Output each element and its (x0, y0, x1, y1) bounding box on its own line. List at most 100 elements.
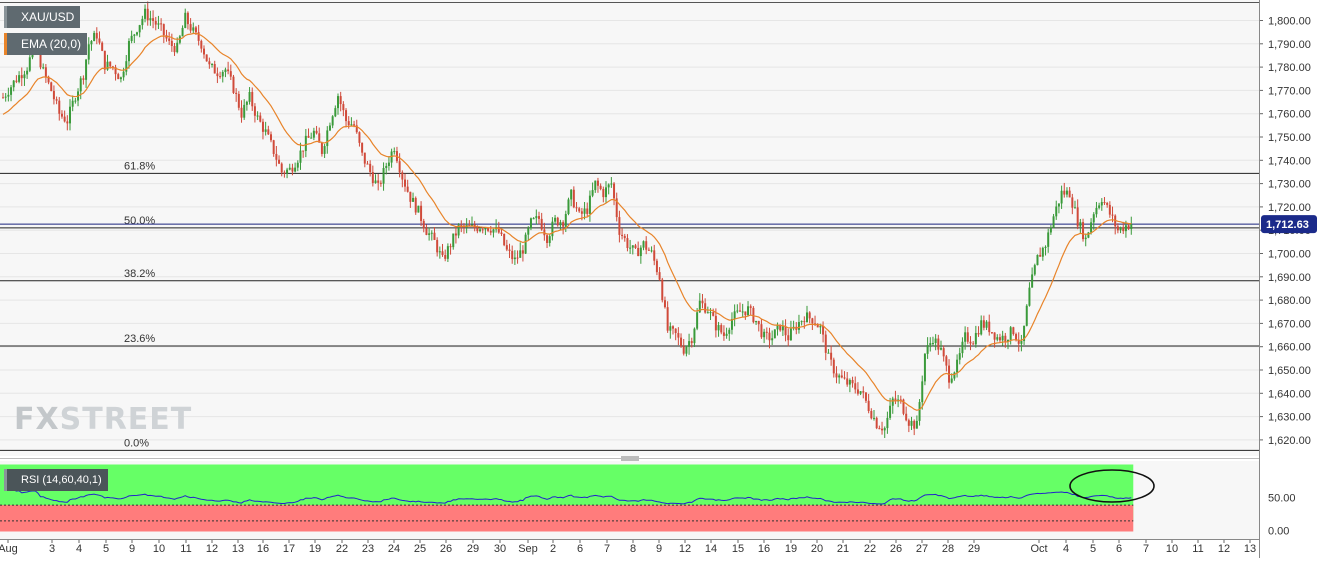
candle-body (479, 229, 482, 232)
candle-body (741, 311, 744, 313)
candle-body (757, 320, 760, 325)
candle-body (618, 217, 621, 235)
candle-body (637, 247, 640, 257)
candle-body (688, 341, 691, 347)
candle-body (176, 42, 179, 53)
candle-body (350, 124, 353, 126)
candle-body (864, 392, 867, 401)
candle-body (661, 279, 664, 301)
candle-body (227, 69, 230, 72)
candle-body (251, 92, 254, 107)
candle-body (1025, 305, 1028, 326)
candle-body (875, 417, 878, 429)
candle-body (1108, 204, 1111, 215)
price-tick-label: 1,640.00 (1268, 388, 1311, 400)
candle-body (240, 107, 243, 118)
price-tick-label: 1,760.00 (1268, 109, 1311, 121)
candle-body (629, 247, 632, 249)
candle-body (613, 183, 616, 199)
candle-body (50, 82, 53, 91)
ema-line (2, 32, 1132, 411)
candle-body (248, 92, 251, 102)
candle-body (690, 341, 693, 344)
candle-body (294, 167, 297, 172)
candle-body (28, 57, 31, 71)
time-tick-label: 19 (785, 543, 797, 555)
candle-body (811, 318, 814, 324)
candle-body (286, 169, 289, 174)
candle-body (127, 41, 130, 62)
ema-legend[interactable]: EMA (20,0) (4, 33, 88, 55)
candle-body (20, 75, 23, 79)
time-tick-label: 13 (1244, 543, 1256, 555)
time-tick-label: 16 (758, 543, 770, 555)
last-price-label: 1,712.63 (1266, 219, 1309, 231)
candle-body (540, 218, 543, 230)
candle-body (452, 233, 455, 248)
candle-body (564, 214, 567, 227)
candle-body (1074, 207, 1076, 209)
candle-body (280, 163, 283, 173)
candle-body (428, 233, 431, 235)
candle-body (934, 338, 937, 344)
rsi-line (5, 489, 1132, 505)
candle-body (704, 303, 707, 313)
candle-body (835, 373, 838, 378)
candle-body (546, 235, 549, 243)
last-price-badge (1261, 215, 1317, 234)
candle-body (578, 208, 581, 212)
candle-body (79, 78, 82, 92)
candle-body (747, 306, 750, 316)
candle-body (511, 250, 514, 260)
candle-body (130, 35, 133, 42)
candle-body (320, 142, 323, 154)
candle-body (406, 186, 409, 192)
candle-body (256, 115, 259, 117)
candle-body (709, 312, 712, 314)
candle-body (101, 42, 104, 51)
candle-body (663, 300, 666, 308)
candle-body (296, 162, 299, 168)
fib-level-label: 50.0% (124, 215, 155, 227)
candle-body (1090, 222, 1093, 233)
candle-body (144, 8, 147, 19)
price-tick-label: 1,700.00 (1268, 249, 1311, 261)
time-tick-label: 6 (577, 543, 583, 555)
time-tick-label: 28 (942, 543, 954, 555)
candle-body (119, 77, 122, 80)
fxstreet-watermark-logo: FXSTREET (14, 402, 193, 437)
rsi-label: RSI (14,60,40,1) (21, 474, 102, 486)
candle-body (701, 300, 704, 304)
time-tick-label: 5 (103, 543, 109, 555)
candle-body (328, 125, 331, 131)
candle-body (623, 235, 626, 239)
candle-body (18, 75, 21, 82)
time-tick-label: 29 (968, 543, 980, 555)
candle-body (672, 326, 674, 329)
pane-resize-handle[interactable] (621, 456, 639, 461)
candle-body (291, 167, 294, 172)
candle-body (972, 343, 975, 345)
time-tick-label: 30 (494, 543, 506, 555)
symbol-legend[interactable]: XAU/USD (4, 6, 81, 28)
price-tick-label: 1,660.00 (1268, 342, 1311, 354)
candle-body (605, 187, 607, 198)
candle-body (749, 306, 752, 308)
candle-body (532, 218, 535, 220)
candle-body (500, 232, 503, 234)
candle-body (425, 228, 428, 235)
symbol-label: XAU/USD (21, 10, 75, 24)
candle-body (141, 18, 144, 26)
candle-body (422, 220, 425, 229)
fib-level-label: 23.6% (124, 333, 155, 345)
candle-body (1023, 325, 1026, 342)
candle-body (1079, 222, 1082, 227)
candle-body (961, 341, 964, 354)
time-tick-label: 5 (1090, 543, 1096, 555)
candle-body (184, 12, 187, 28)
candle-body (138, 25, 141, 33)
candle-body (891, 398, 894, 406)
rsi-legend[interactable]: RSI (14,60,40,1) (4, 469, 108, 491)
time-tick-label: 14 (705, 543, 717, 555)
